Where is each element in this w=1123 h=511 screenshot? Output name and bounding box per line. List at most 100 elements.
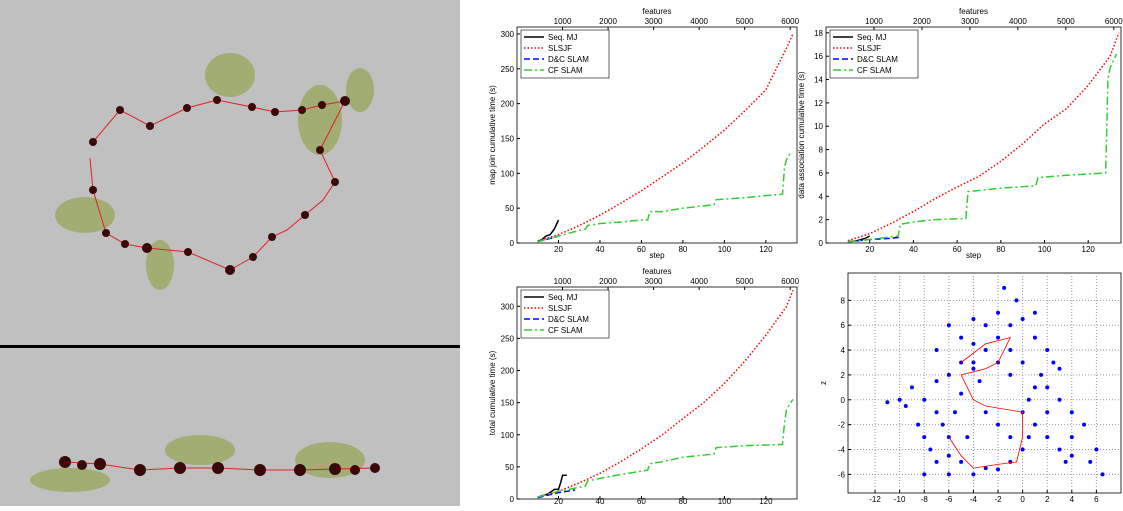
point — [1070, 435, 1074, 439]
point — [1008, 348, 1012, 352]
x-axis-label: step — [966, 251, 982, 260]
y-axis-label: map join cumulative time (s) — [488, 85, 497, 185]
x2-axis-label: features — [959, 7, 988, 16]
point — [1045, 410, 1049, 414]
x-tick-label: -4 — [970, 495, 978, 504]
legend-label: CF SLAM — [548, 326, 583, 335]
legend-label: CF SLAM — [548, 66, 583, 75]
y-tick-label: 8 — [841, 296, 846, 305]
x-tick-label: 20 — [554, 497, 563, 506]
y-tick-label: 14 — [814, 76, 823, 85]
point — [1045, 435, 1049, 439]
x2-tick-label: 6000 — [781, 277, 799, 286]
x-tick-label: -8 — [921, 495, 929, 504]
point — [1008, 435, 1012, 439]
x-tick-label: 100 — [718, 245, 732, 254]
point — [965, 435, 969, 439]
y-tick-label: 250 — [501, 65, 515, 74]
point — [922, 398, 926, 402]
top-view — [0, 0, 460, 345]
point — [1064, 460, 1068, 464]
y-tick-label: 300 — [501, 30, 515, 39]
chart: 2040608010012005010015020025030010002000… — [488, 267, 800, 506]
y-tick-label: 100 — [501, 431, 515, 440]
x-tick-label: 80 — [996, 245, 1005, 254]
x-tick-label: 60 — [637, 245, 646, 254]
point — [1014, 298, 1018, 302]
x-tick-label: 40 — [909, 245, 918, 254]
y-tick-label: 4 — [819, 192, 824, 201]
y-tick-label: -2 — [838, 421, 846, 430]
point — [984, 348, 988, 352]
legend-label: SLSJF — [857, 44, 881, 53]
y-tick-label: 0 — [841, 396, 846, 405]
x2-tick-label: 5000 — [736, 277, 754, 286]
point — [1033, 423, 1037, 427]
x-tick-label: 80 — [678, 245, 687, 254]
point — [916, 423, 920, 427]
point — [1045, 348, 1049, 352]
point — [1021, 360, 1025, 364]
legend-label: D&C SLAM — [548, 315, 589, 324]
y-tick-label: 18 — [814, 29, 823, 38]
point — [984, 410, 988, 414]
y-tick-label: -6 — [838, 470, 846, 479]
plot-area — [848, 273, 1121, 493]
x2-tick-label: 2000 — [913, 17, 931, 26]
point — [898, 398, 902, 402]
x2-tick-label: 6000 — [781, 17, 799, 26]
point — [922, 472, 926, 476]
point — [1008, 323, 1012, 327]
x-tick-label: 20 — [865, 245, 874, 254]
chart: -12-10-8-6-4-20246-6-4-202468z — [819, 273, 1121, 504]
y-tick-label: 150 — [501, 399, 515, 408]
point — [996, 423, 1000, 427]
y-axis-label: data association cumulative time (s) — [797, 71, 806, 199]
y-tick-label: 16 — [814, 52, 823, 61]
x2-tick-label: 2000 — [599, 17, 617, 26]
x2-tick-label: 1000 — [554, 17, 572, 26]
point — [904, 404, 908, 408]
point — [947, 472, 951, 476]
x-tick-label: 6 — [1094, 495, 1099, 504]
legend-label: Seq. MJ — [857, 33, 886, 42]
point — [971, 342, 975, 346]
y-tick-label: 6 — [841, 321, 846, 330]
point — [928, 447, 932, 451]
x-tick-label: -6 — [945, 495, 953, 504]
y-tick-label: 0 — [510, 495, 515, 504]
point — [910, 385, 914, 389]
x2-tick-label: 1000 — [554, 277, 572, 286]
y-tick-label: 250 — [501, 334, 515, 343]
y-tick-label: 0 — [819, 239, 824, 248]
x-tick-label: 120 — [759, 245, 773, 254]
point — [947, 373, 951, 377]
chart: 2040608010012002468101214161810002000300… — [797, 7, 1123, 260]
y-axis-label: total cumulative time (s) — [488, 350, 497, 435]
x-tick-label: 20 — [554, 245, 563, 254]
point — [1021, 317, 1025, 321]
figure: 2040608010012005010015020025030010002000… — [0, 0, 1123, 506]
x2-tick-label: 3000 — [961, 17, 979, 26]
y-tick-label: 0 — [510, 239, 515, 248]
point — [953, 410, 957, 414]
y-tick-label: 8 — [819, 146, 824, 155]
y-tick-label: 6 — [819, 169, 824, 178]
x-tick-label: 40 — [596, 497, 605, 506]
point — [941, 423, 945, 427]
point — [971, 317, 975, 321]
x2-tick-label: 4000 — [690, 17, 708, 26]
point — [935, 460, 939, 464]
legend-label: SLSJF — [548, 44, 572, 53]
point — [1088, 460, 1092, 464]
point — [922, 435, 926, 439]
x-tick-label: 120 — [1082, 245, 1096, 254]
legend-label: Seq. MJ — [548, 293, 577, 302]
y-tick-label: 2 — [819, 216, 824, 225]
x-tick-label: 40 — [596, 245, 605, 254]
point — [885, 400, 889, 404]
y-tick-label: 50 — [505, 463, 514, 472]
y-tick-label: 300 — [501, 302, 515, 311]
point — [984, 323, 988, 327]
point — [1051, 360, 1055, 364]
